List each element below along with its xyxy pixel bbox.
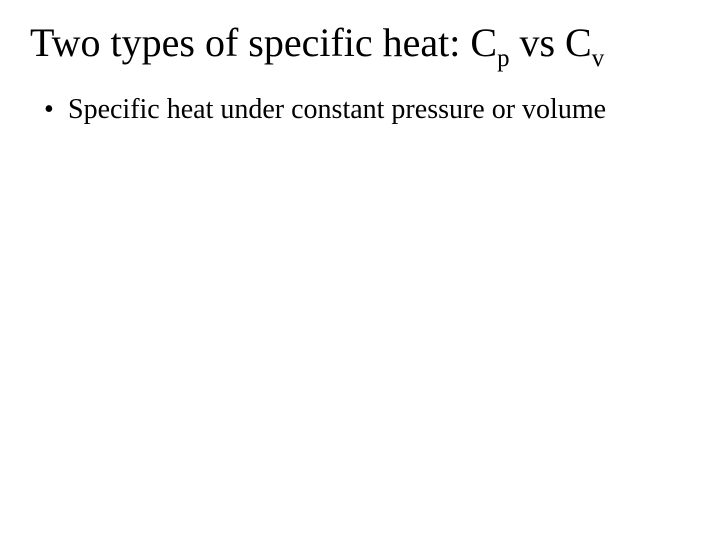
bullet-list: Specific heat under constant pressure or…: [30, 92, 690, 128]
title-text-prefix: Two types of specific heat: C: [30, 20, 497, 65]
title-subscript-p: p: [497, 45, 509, 72]
bullet-text: Specific heat under constant pressure or…: [68, 94, 606, 125]
slide: Two types of specific heat: Cp vs Cv Spe…: [0, 0, 720, 540]
title-subscript-v: v: [592, 45, 604, 72]
slide-title: Two types of specific heat: Cp vs Cv: [30, 18, 690, 74]
list-item: Specific heat under constant pressure or…: [68, 92, 690, 128]
title-text-mid: vs C: [509, 20, 591, 65]
